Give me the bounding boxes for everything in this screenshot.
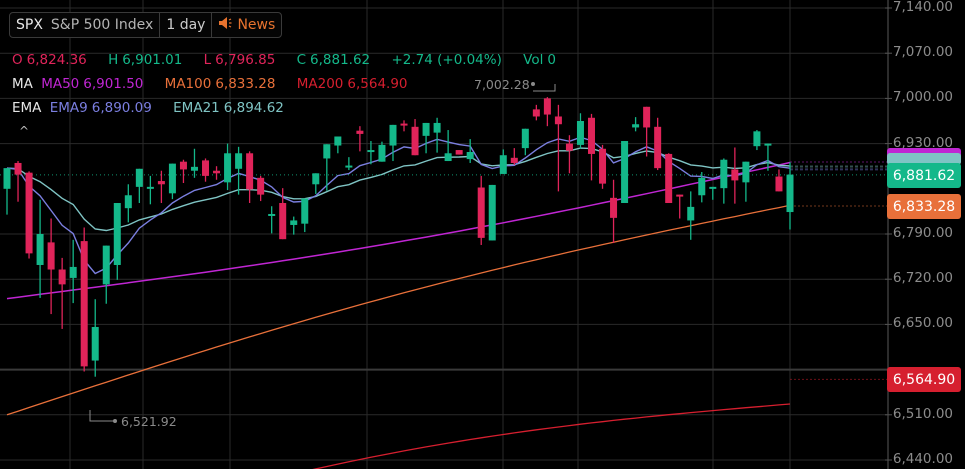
ema-legend[interactable]: EMA EMA9 6,890.09 EMA21 6,894.62 [12, 100, 288, 116]
symbol-ticker: SPX [16, 17, 43, 33]
ma100-value: 6,833.28 [215, 76, 276, 92]
ma-legend[interactable]: MA MA50 6,901.50 MA100 6,833.28 MA200 6,564… [12, 76, 412, 92]
price-axis-tick: 7,140.00 [892, 0, 953, 15]
ma100-price-tag: 6,833.28 [887, 194, 961, 219]
ma200-value: 6,564.90 [347, 76, 408, 92]
megaphone-icon [218, 16, 232, 34]
price-axis-tick: 6,510.00 [892, 405, 953, 422]
chevron-up-icon[interactable]: ^ [19, 124, 30, 138]
price-axis-tick: 6,790.00 [892, 225, 953, 241]
news-label: News [237, 17, 276, 33]
ma50-label: MA50 [41, 76, 80, 92]
high-value: 6,901.01 [122, 52, 183, 68]
ohlc-legend: O 6,824.36 H 6,901.01 L 6,796.85 C 6,881.62 … [12, 52, 560, 68]
ema21-value: 6,894.62 [223, 100, 284, 116]
price-axis-tick: 6,650.00 [892, 315, 953, 332]
interval-label: 1 day [166, 17, 206, 33]
ema21-label: EMA21 [173, 100, 220, 116]
volume-value: 0 [547, 52, 556, 68]
symbol-selector[interactable]: SPX S&P 500 Index [10, 13, 161, 37]
low-annotation: 6,521.92 [121, 414, 177, 429]
low-value: 6,796.85 [215, 52, 276, 68]
ma200-price-tag: 6,564.90 [887, 367, 961, 392]
close-price-tag: 6,881.62 [887, 163, 961, 188]
high-annotation: 7,002.28 [474, 77, 530, 92]
high-label: H [108, 52, 119, 68]
ma50-value: 6,901.50 [83, 76, 144, 92]
ma-group-label: MA [12, 76, 33, 92]
news-button[interactable]: News [212, 13, 281, 37]
ema-group-label: EMA [12, 100, 42, 116]
interval-selector[interactable]: 1 day [160, 13, 213, 37]
volume-label: Vol [523, 52, 544, 68]
open-value: 6,824.36 [26, 52, 87, 68]
change-value: +2.74 (+0.04%) [391, 52, 502, 68]
low-label: L [203, 52, 212, 68]
ema9-label: EMA9 [49, 100, 88, 116]
open-label: O [12, 52, 23, 68]
symbol-name: S&P 500 Index [50, 17, 154, 33]
price-axis-tick: 6,930.00 [892, 134, 953, 151]
price-axis-tick: 6,720.00 [892, 270, 953, 287]
symbol-toolbar: SPX S&P 500 Index 1 day News [9, 12, 283, 38]
close-value: 6,881.62 [310, 52, 371, 68]
ma100-label: MA100 [164, 76, 212, 92]
ema9-value: 6,890.09 [91, 100, 152, 116]
close-label: C [296, 52, 307, 68]
ema21-tag [887, 153, 961, 165]
price-axis-tick: 6,440.00 [892, 451, 953, 467]
price-axis-tick: 7,070.00 [892, 44, 953, 61]
ma200-label: MA200 [296, 76, 344, 92]
price-axis-tick: 7,000.00 [892, 89, 953, 106]
